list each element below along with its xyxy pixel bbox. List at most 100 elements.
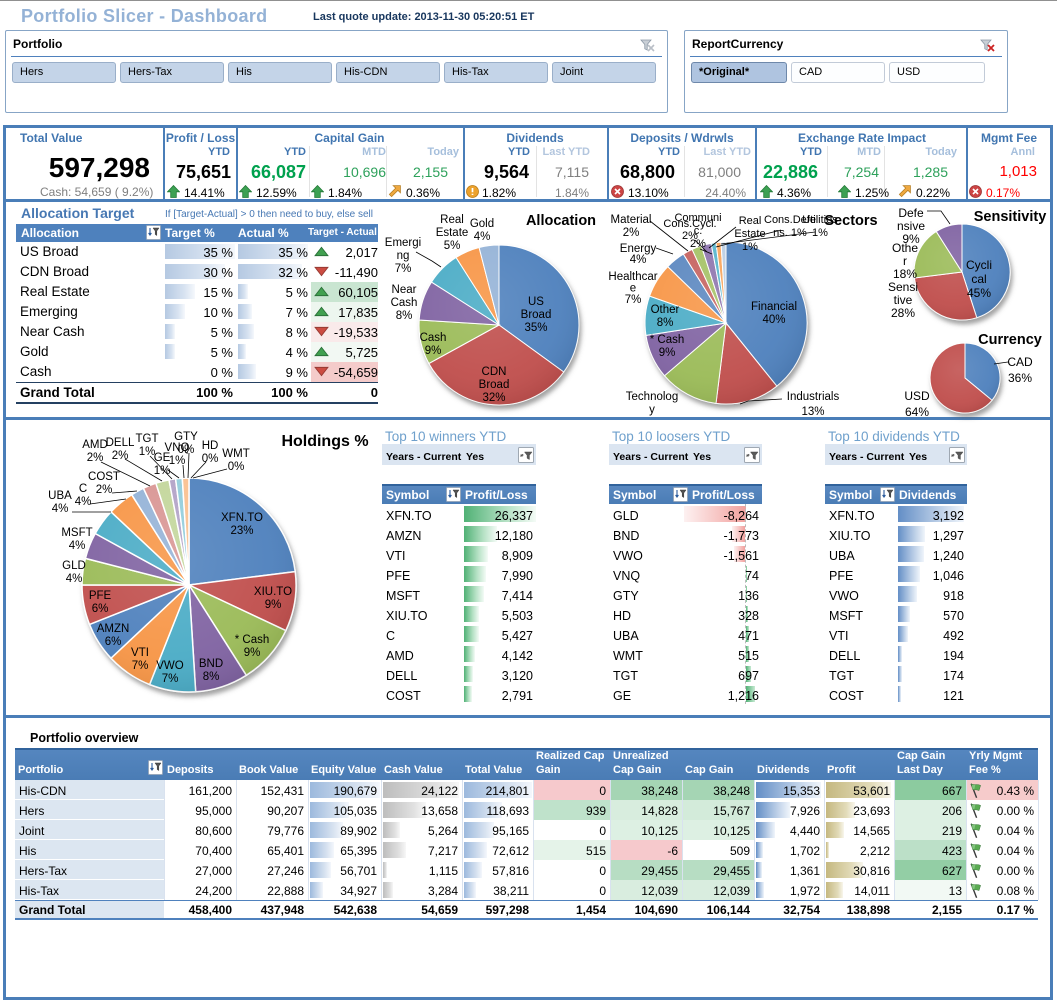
svg-text:Technolog: Technolog [626,391,678,403]
svg-text:XFN.TO: XFN.TO [221,512,263,524]
svg-text:64%: 64% [905,405,929,419]
svg-text:Real: Real [440,214,464,226]
svg-text:36%: 36% [1008,371,1032,385]
svg-text:nsive: nsive [897,219,925,233]
svg-text:ng: ng [397,250,410,262]
svg-text:CAD: CAD [1007,355,1033,369]
svg-text:Real: Real [739,215,762,227]
svg-text:Gold: Gold [470,218,494,230]
svg-text:Near: Near [392,284,417,296]
svg-text:32%: 32% [482,392,505,404]
svg-text:7%: 7% [132,660,149,672]
svg-text:US: US [528,296,544,308]
svg-text:4%: 4% [474,231,491,243]
svg-text:8%: 8% [203,671,220,683]
svg-text:VNQ: VNQ [165,442,190,454]
svg-text:2%: 2% [87,452,104,464]
svg-text:0%: 0% [202,453,219,465]
svg-text:6%: 6% [92,603,109,615]
svg-text:c.: c. [694,225,703,237]
svg-text:C: C [79,483,87,495]
svg-text:Sectors: Sectors [824,213,877,229]
svg-text:2%: 2% [112,450,129,462]
svg-text:UBA: UBA [48,490,72,502]
svg-text:9%: 9% [425,345,442,357]
svg-text:0%: 0% [178,444,195,456]
svg-text:PFE: PFE [89,590,112,602]
svg-text:Allocation: Allocation [526,213,596,229]
svg-text:Broad: Broad [521,309,552,321]
svg-text:Othe: Othe [892,241,918,255]
svg-text:0%: 0% [228,461,245,473]
svg-text:WMT: WMT [222,448,249,460]
svg-text:Estate: Estate [436,227,469,239]
svg-text:* Cash: * Cash [235,634,270,646]
svg-text:GE: GE [154,452,171,464]
svg-text:MSFT: MSFT [61,527,92,539]
svg-text:2%: 2% [682,230,698,242]
svg-text:23%: 23% [230,525,253,537]
svg-text:Estate: Estate [734,228,765,240]
svg-text:* Cash: * Cash [650,334,685,346]
svg-text:GTY: GTY [174,431,198,443]
svg-text:Industrials: Industrials [787,391,840,403]
svg-text:Broad: Broad [479,379,510,391]
svg-text:4%: 4% [52,503,69,515]
svg-text:XIU.TO: XIU.TO [254,586,292,598]
svg-text:Currency: Currency [978,332,1042,348]
svg-text:tive: tive [894,293,913,307]
svg-text:Sensitivity: Sensitivity [974,209,1047,225]
svg-text:4%: 4% [66,573,83,585]
svg-text:2%: 2% [96,484,113,496]
svg-text:7%: 7% [162,673,179,685]
svg-text:r: r [903,254,907,268]
svg-text:COST: COST [88,471,120,483]
svg-text:TGT: TGT [136,433,159,445]
svg-text:4%: 4% [630,254,647,266]
svg-text:Other: Other [651,304,680,316]
svg-text:9%: 9% [902,232,920,246]
svg-text:CDN: CDN [482,366,507,378]
svg-text:Holdings %: Holdings % [281,433,368,450]
svg-text:Defe: Defe [898,206,924,220]
svg-text:Sensi: Sensi [888,280,918,294]
svg-text:1%: 1% [812,227,828,239]
svg-text:Cycli: Cycli [966,258,992,272]
svg-text:HD: HD [202,440,219,452]
svg-text:Utilities: Utilities [802,214,838,226]
svg-text:7%: 7% [395,263,412,275]
svg-text:Communi: Communi [674,212,721,224]
svg-text:35%: 35% [524,322,547,334]
svg-text:28%: 28% [891,306,915,320]
svg-text:1%: 1% [154,465,171,477]
svg-text:40%: 40% [762,314,785,326]
svg-text:9%: 9% [659,347,676,359]
svg-text:Cash: Cash [420,332,447,344]
svg-text:AMD: AMD [82,439,108,451]
svg-text:6%: 6% [105,636,122,648]
svg-text:GLD: GLD [62,560,86,572]
svg-text:9%: 9% [244,647,261,659]
svg-text:1%: 1% [139,446,156,458]
svg-text:Healthcar: Healthcar [608,271,657,283]
svg-text:BND: BND [199,658,223,670]
svg-text:8%: 8% [396,310,413,322]
svg-text:cal: cal [971,272,986,286]
svg-text:Cons.Defe: Cons.Defe [764,214,816,226]
svg-text:13%: 13% [801,406,824,418]
svg-text:ns. 1%: ns. 1% [773,227,807,239]
svg-text:Energy: Energy [620,243,657,255]
svg-text:9%: 9% [265,599,282,611]
svg-text:1%: 1% [169,455,186,467]
svg-text:DELL: DELL [106,437,135,449]
svg-text:VTI: VTI [131,647,149,659]
svg-text:7%: 7% [625,294,642,306]
svg-text:5%: 5% [444,240,461,252]
svg-text:y: y [649,404,655,416]
svg-text:Cash: Cash [391,297,418,309]
svg-text:e: e [630,283,636,295]
svg-text:18%: 18% [893,267,917,281]
svg-text:Emergi: Emergi [385,237,421,249]
svg-text:4%: 4% [75,496,92,508]
svg-text:8%: 8% [657,317,674,329]
